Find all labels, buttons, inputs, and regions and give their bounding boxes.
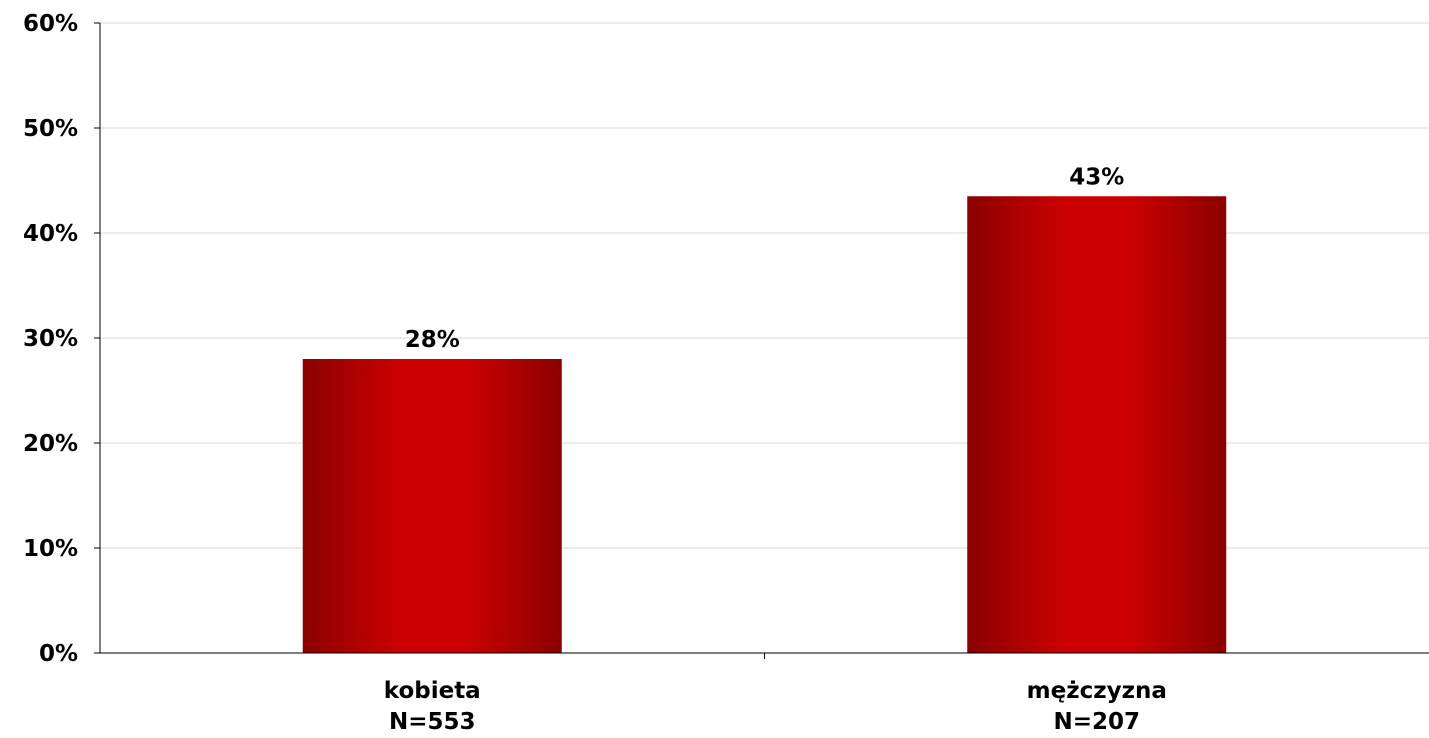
y-tick-label: 30%: [23, 326, 78, 352]
y-tick-label: 40%: [23, 221, 78, 247]
gridlines: [100, 22, 1429, 549]
x-category-label: kobieta: [384, 678, 481, 704]
bars: [302, 196, 1227, 653]
x-category-label: mężczyzna: [1027, 678, 1167, 704]
x-category-sublabel: N=553: [389, 709, 476, 734]
labels: 0% 10% 20% 30% 40% 50% 60% 28% kobieta N=553 43% mę…: [23, 11, 1167, 735]
axes: [94, 22, 1429, 659]
y-tick-label: 60%: [23, 11, 78, 37]
data-label: 28%: [405, 327, 460, 353]
y-tick-label: 0%: [39, 641, 78, 667]
x-category-sublabel: N=207: [1053, 709, 1140, 734]
y-tick-label: 20%: [23, 431, 78, 457]
y-tick-label: 10%: [23, 536, 78, 562]
y-tick-label: 50%: [23, 116, 78, 142]
data-label: 43%: [1069, 164, 1124, 190]
bar-mężczyzna: [967, 196, 1227, 653]
bar-kobieta: [302, 359, 562, 653]
